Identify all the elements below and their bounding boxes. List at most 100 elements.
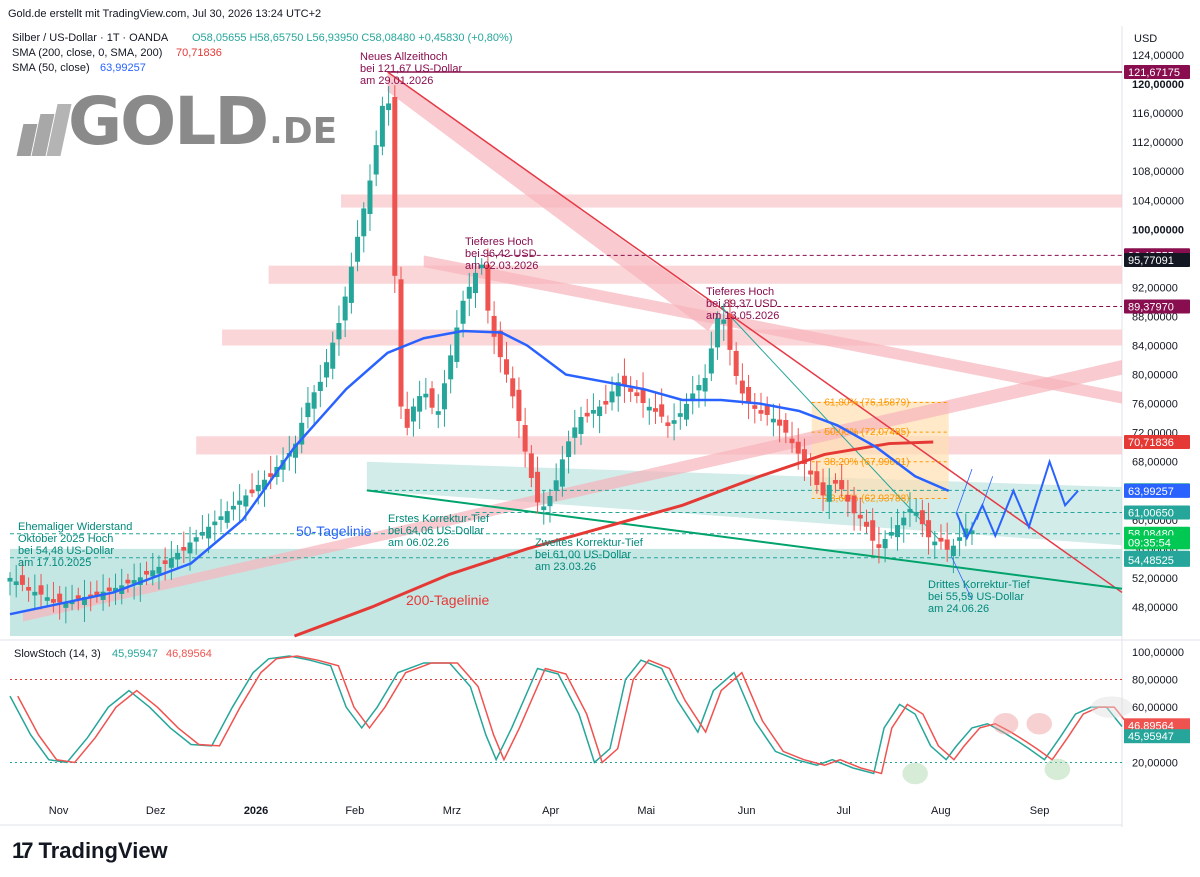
stoch-k-label: 45,95947 [1128,731,1174,743]
candle-body [510,378,516,397]
candle-body [367,180,373,214]
candle-body [615,382,621,397]
candle-body [417,396,423,412]
forecast-arrow-0 [956,468,973,513]
price-label-7: 61,00650 [1128,508,1174,520]
sma50-legend[interactable]: SMA (50, close) [12,62,90,74]
candle-body [895,525,901,538]
candle-body [559,459,565,487]
candle-body [156,566,162,574]
annotation-2-line-1: bei 89,37 USD [706,298,778,310]
fib-label-0: 61,80% (76,15879) [824,397,909,408]
candle-body [696,385,702,391]
price-label-bg-11 [1124,552,1190,567]
candle-body [26,586,32,591]
candle-body [361,208,367,237]
sma200-line [293,440,934,638]
tradingview-logo[interactable]: 17 TradingView [12,838,168,864]
price-label-bg-6 [1124,483,1190,498]
gold-logo-suffix: .DE [269,111,338,152]
price-label-6: 63,99257 [1128,486,1174,498]
sma50-line [9,329,950,616]
ohlc-values: O58,05655 H58,65750 L56,93950 C58,08480 … [192,32,513,44]
resistance-zone-0 [341,194,1123,208]
forecast-arrow-1 [976,476,994,520]
stoch-tick-2: 60,00000 [1132,702,1178,714]
annotation-1-line-0: Tieferes Hoch [465,236,533,248]
price-label-2: 95,77091 [1128,255,1174,267]
candle-body [801,449,807,465]
candle-body [44,597,50,601]
candle-body [224,511,230,523]
candle-body [472,272,478,294]
price-tick-13: 100,00000 [1132,224,1184,236]
annotation-1-line-2: am 02.03.2026 [465,260,538,272]
annotation-5-line-0: Zweites Korrektur-Tief [535,537,644,549]
stoch-d-line [17,655,1131,775]
candle-body [454,327,460,362]
candle-body [181,546,187,551]
candle-body [839,480,845,490]
candle-body [727,313,733,350]
stoch-k-line [9,655,1123,775]
stoch-d-label-bg [1124,718,1190,733]
tradingview-mark-icon: 17 [12,838,34,863]
candle-body [646,406,652,411]
time-tick-7: Jun [738,805,756,817]
candle-body [193,537,199,542]
candle-body [50,599,56,603]
candle-body [814,471,820,485]
candle-body [38,585,44,595]
stoch-tick-0: 20,00000 [1132,757,1178,769]
stoch-highlight-4 [1090,696,1133,718]
price-tick-5: 68,00000 [1132,457,1178,469]
candle-body [876,544,882,548]
candle-body [590,410,596,414]
candle-body [404,408,410,428]
price-tick-16: 112,00000 [1132,137,1183,149]
candle-body [423,393,429,398]
candle-body [150,570,156,577]
candle-body [578,416,584,434]
annotation-1-line-1: bei 96,42 USD [465,248,537,260]
candle-body [634,392,640,397]
time-tick-3: Feb [345,805,364,817]
candle-body [516,389,522,422]
candle-body [721,319,727,324]
sma200-legend[interactable]: SMA (200, close, 0, SMA, 200) [12,47,163,59]
fib-label-1: 50,00% (72,07485) [824,427,909,438]
fib-label-2: 38,20% (67,99091) [824,457,909,468]
price-tick-14: 104,00000 [1132,195,1184,207]
candle-body [870,520,876,541]
candle-body [888,532,894,536]
candle-body [373,145,379,175]
candle-body [901,517,907,526]
sma50-legend-value: 63,99257 [100,62,146,74]
candle-body [429,388,435,408]
candle-body [261,479,267,490]
stoch-highlight-2 [1026,713,1052,735]
candle-body [386,103,392,111]
candle-body [547,495,553,507]
candle-body [342,296,348,321]
candle-body [659,404,665,417]
symbol-title[interactable]: Silber / US-Dollar · 1T · OANDA [12,32,169,44]
candle-body [292,443,298,458]
candle-body [950,545,956,557]
candle-body [268,473,274,477]
time-tick-5: Apr [542,805,559,817]
price-tick-17: 116,00000 [1132,108,1183,120]
downtrend-band-main [387,71,722,331]
annotation-3-line-1: Oktober 2025 Hoch [18,533,113,545]
stoch-highlight-0 [902,762,928,785]
forecast-path [955,458,1079,541]
fib-label-3: 23,60% (62,93788) [824,493,909,504]
candle-body [708,348,714,374]
price-tick-15: 108,00000 [1132,166,1184,178]
candle-body [187,542,193,554]
candle-body [789,438,795,444]
price-tick-7: 76,00000 [1132,399,1178,411]
candle-body [199,532,205,536]
candle-body [969,530,975,535]
time-tick-9: Aug [931,805,951,817]
